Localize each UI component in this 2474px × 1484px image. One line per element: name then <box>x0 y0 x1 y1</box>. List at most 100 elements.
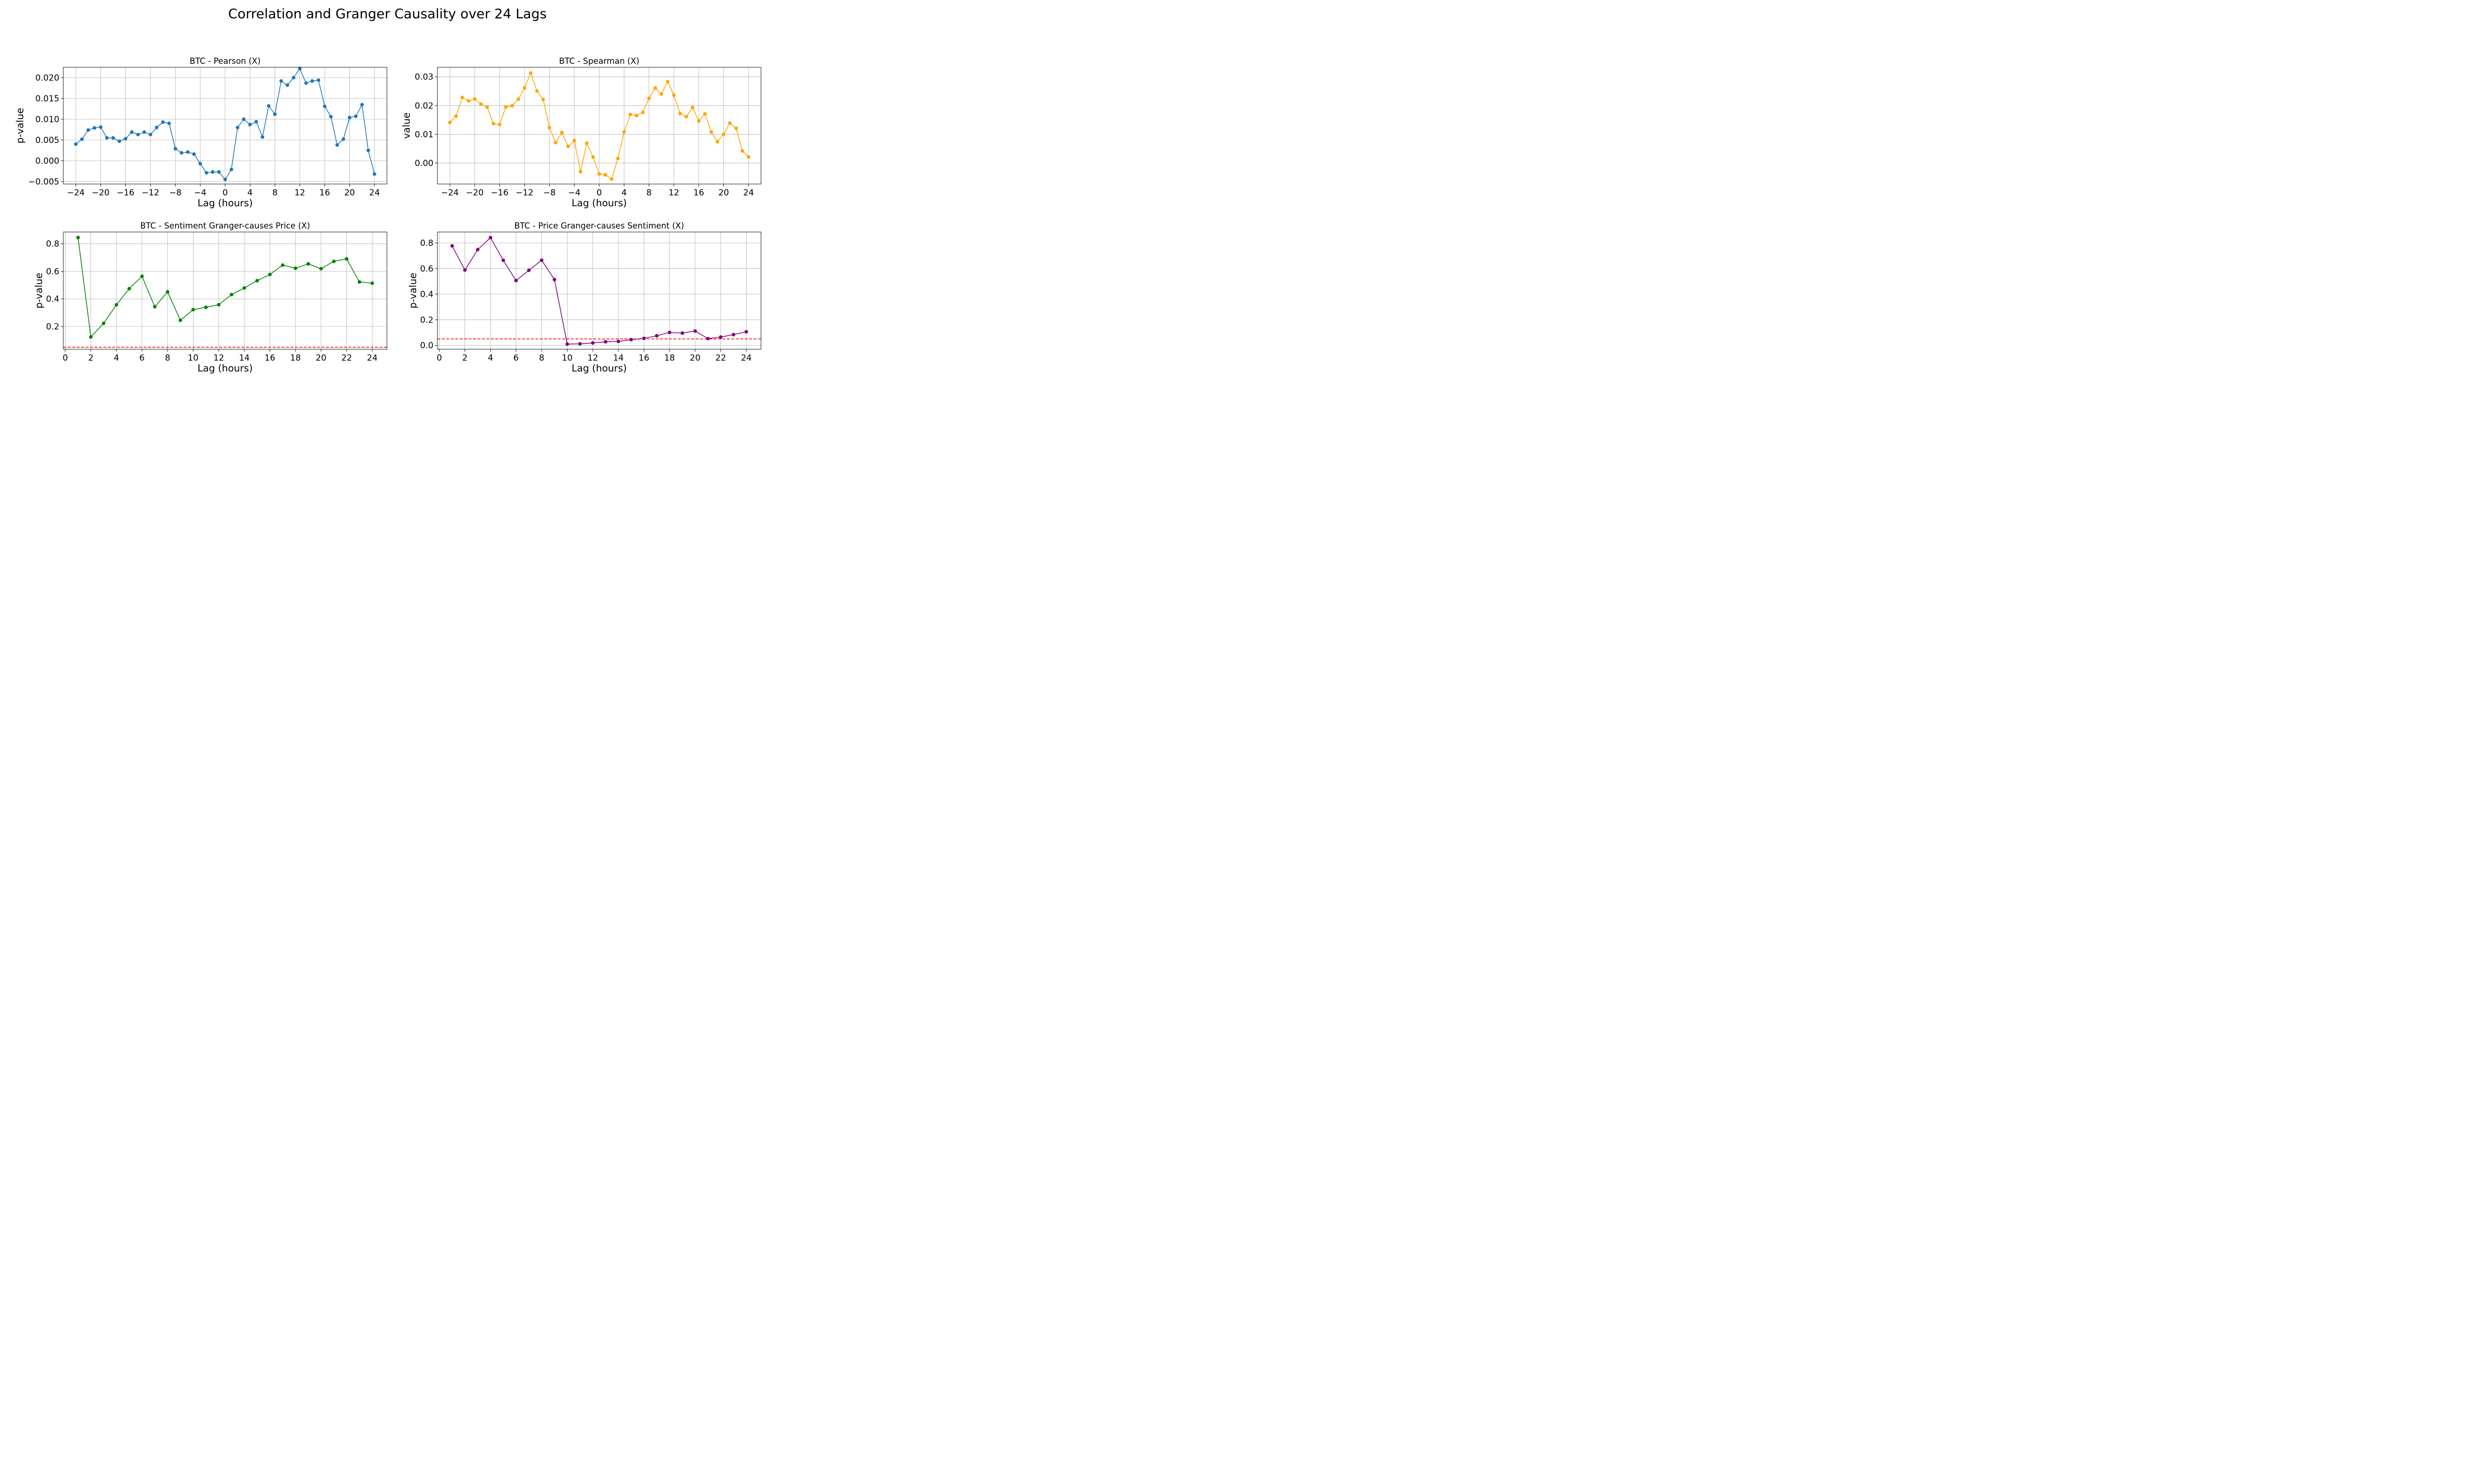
data-point <box>448 121 452 125</box>
x-tick-label: −12 <box>142 188 159 198</box>
data-point <box>504 105 508 109</box>
data-point <box>514 278 518 282</box>
y-tick-label: 0.015 <box>35 94 59 104</box>
data-point <box>527 268 531 273</box>
data-point <box>641 110 645 114</box>
x-tick-label: 4 <box>114 353 119 363</box>
x-tick-label: 16 <box>639 353 650 363</box>
data-point <box>715 139 719 144</box>
data-point <box>660 92 664 96</box>
y-tick-label: 0.4 <box>420 290 433 300</box>
data-point <box>114 303 118 307</box>
data-point <box>148 133 152 137</box>
data-point <box>344 257 349 261</box>
data-point <box>680 331 684 335</box>
y-axis-label: p-value <box>14 108 26 143</box>
x-tick-label: 10 <box>188 353 199 363</box>
data-point <box>510 104 514 108</box>
data-point <box>332 259 336 263</box>
data-point <box>142 130 146 134</box>
data-point <box>161 120 165 124</box>
data-point <box>460 95 464 99</box>
y-axis-label: p-value <box>407 273 419 308</box>
data-point <box>585 141 589 145</box>
x-tick-label: −16 <box>491 188 509 198</box>
data-point <box>317 78 321 82</box>
x-tick-label: 20 <box>690 353 701 363</box>
data-point <box>523 86 526 90</box>
data-point <box>254 120 258 124</box>
x-tick-label: 16 <box>265 353 276 363</box>
data-point <box>572 139 576 142</box>
data-point <box>76 235 80 239</box>
data-point <box>306 262 310 266</box>
data-point <box>186 150 190 154</box>
data-point <box>610 177 614 181</box>
data-point <box>578 170 582 174</box>
data-point <box>124 137 128 141</box>
data-point <box>204 305 208 309</box>
data-point <box>565 342 569 346</box>
data-point <box>329 115 333 119</box>
data-point <box>463 268 467 272</box>
data-point <box>304 81 308 85</box>
data-point <box>479 102 483 106</box>
data-point <box>473 97 477 101</box>
series-line <box>77 237 373 338</box>
data-point <box>476 248 480 252</box>
data-point <box>74 142 78 146</box>
data-point <box>267 104 271 108</box>
data-point <box>516 97 521 101</box>
data-point <box>255 278 259 283</box>
data-point <box>628 112 632 116</box>
data-point <box>604 340 608 344</box>
data-point <box>560 131 564 135</box>
axes-frame <box>437 232 761 350</box>
y-tick-label: 0.8 <box>46 239 59 249</box>
data-point <box>617 339 620 343</box>
x-tick-label: 0 <box>62 353 68 363</box>
data-point <box>693 329 697 333</box>
y-tick-label: 0.00 <box>415 159 433 169</box>
data-point <box>281 263 285 267</box>
x-tick-label: 24 <box>367 353 378 363</box>
chart-panel-4: 0 2 4 6 8 10 12 14 16 18 20 22 240.00.20.40.60.8BTC … <box>407 221 761 374</box>
x-tick-label: −20 <box>92 188 110 198</box>
data-point <box>178 318 183 323</box>
data-point <box>740 149 744 153</box>
data-point <box>535 89 539 93</box>
data-point <box>691 105 695 109</box>
data-point <box>223 178 227 182</box>
data-point <box>285 83 289 87</box>
y-tick-label: 0.02 <box>415 101 433 111</box>
data-point <box>498 123 502 127</box>
data-point <box>501 258 505 262</box>
x-tick-label: 8 <box>165 353 170 363</box>
x-tick-label: 12 <box>587 353 598 363</box>
data-point <box>629 337 633 342</box>
x-tick-label: 22 <box>341 353 352 363</box>
x-tick-label: 24 <box>741 353 752 363</box>
data-point <box>291 76 295 80</box>
data-point <box>191 308 195 312</box>
data-point <box>248 123 252 127</box>
y-tick-label: 0.03 <box>415 72 433 82</box>
subplot-title: BTC - Pearson (X) <box>190 56 260 66</box>
data-point <box>634 114 639 118</box>
x-tick-label: 14 <box>613 353 624 363</box>
data-point <box>117 139 121 143</box>
x-axis-label: Lag (hours) <box>571 197 626 209</box>
data-point <box>242 117 246 121</box>
y-tick-label: 0.0 <box>420 341 433 351</box>
chart-panel-2: −24 −20 −16 −12 −8 −4 0 4 8 12 16 20 24 0.00 0.01 0.02 0… <box>401 56 761 209</box>
data-point <box>647 96 651 100</box>
data-point <box>293 266 297 270</box>
data-point <box>734 126 738 130</box>
data-point <box>541 97 545 101</box>
x-tick-label: 20 <box>316 353 327 363</box>
subplot-grid: −24 −20 −16 −12 −8 −4 0 4 8 12 16 20 24−0.0050.0000.… <box>14 56 761 374</box>
y-tick-label: 0.000 <box>35 156 59 166</box>
y-tick-label: 0.2 <box>420 315 433 325</box>
data-point <box>319 267 323 271</box>
